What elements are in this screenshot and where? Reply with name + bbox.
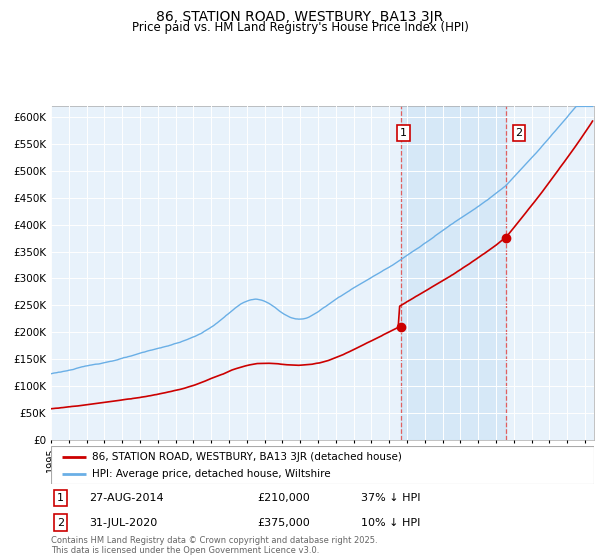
Text: HPI: Average price, detached house, Wiltshire: HPI: Average price, detached house, Wilt… [92,469,331,479]
Text: 2: 2 [515,128,523,138]
Text: 31-JUL-2020: 31-JUL-2020 [89,517,157,528]
Text: 86, STATION ROAD, WESTBURY, BA13 3JR: 86, STATION ROAD, WESTBURY, BA13 3JR [157,10,443,24]
Text: 1: 1 [400,128,407,138]
FancyBboxPatch shape [51,446,594,484]
Text: 86, STATION ROAD, WESTBURY, BA13 3JR (detached house): 86, STATION ROAD, WESTBURY, BA13 3JR (de… [92,452,401,462]
Text: 10% ↓ HPI: 10% ↓ HPI [361,517,420,528]
Text: 37% ↓ HPI: 37% ↓ HPI [361,493,420,503]
Text: £210,000: £210,000 [257,493,310,503]
Bar [401,106,506,440]
Text: 27-AUG-2014: 27-AUG-2014 [89,493,164,503]
Text: Price paid vs. HM Land Registry's House Price Index (HPI): Price paid vs. HM Land Registry's House … [131,21,469,34]
Text: 1: 1 [57,493,64,503]
Text: £375,000: £375,000 [257,517,310,528]
Text: 2: 2 [57,517,64,528]
Text: Contains HM Land Registry data © Crown copyright and database right 2025.
This d: Contains HM Land Registry data © Crown c… [51,536,377,556]
